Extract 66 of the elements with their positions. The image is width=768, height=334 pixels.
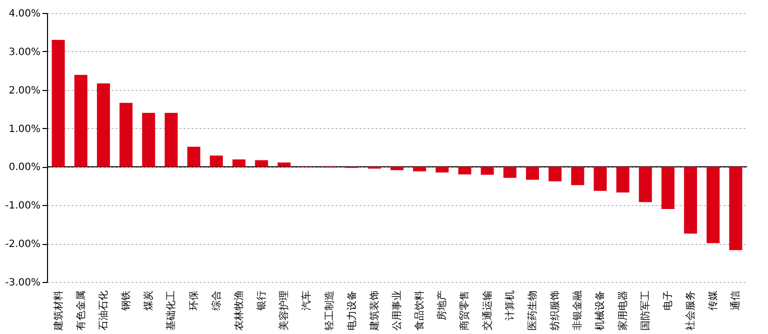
bar (706, 166, 720, 244)
y-tick-label: 0.00% (8, 162, 40, 174)
bar (278, 162, 291, 167)
bar (187, 146, 200, 167)
x-tick-label: 电力设备 (346, 290, 358, 330)
x-tick-label: 公用事业 (391, 290, 403, 330)
x-tick-label: 机械设备 (594, 290, 606, 330)
bar (571, 166, 584, 186)
x-tick-label: 传媒 (708, 290, 720, 310)
bar (232, 159, 246, 167)
x-tick-label: 钢铁 (120, 290, 132, 312)
bar (52, 40, 65, 167)
x-tick-label: 银行 (256, 290, 268, 312)
bar (661, 166, 674, 209)
bar (548, 166, 562, 182)
x-tick-label: 纺织服饰 (549, 290, 562, 330)
x-tick-label: 综合 (210, 290, 222, 310)
x-tick-label: 农林牧渔 (232, 290, 245, 330)
x-tick-label: 建筑装饰 (368, 290, 380, 332)
x-tick-label: 有色金属 (74, 290, 87, 330)
x-tick-label: 医药生物 (526, 290, 538, 330)
bar (390, 166, 404, 170)
bar (436, 166, 449, 172)
x-tick-label: 通信 (730, 290, 742, 310)
x-tick-label: 轻工制造 (323, 290, 336, 330)
bar (164, 112, 178, 167)
bar (458, 166, 472, 174)
y-tick-label: 3.00% (8, 46, 40, 58)
x-tick-label: 基础化工 (165, 290, 178, 330)
x-tick-label: 商贸零售 (458, 290, 471, 330)
x-tick-label: 美容护理 (278, 290, 290, 330)
bar (684, 166, 698, 234)
bar (413, 166, 426, 172)
x-tick-label: 计算机 (504, 290, 516, 320)
bar (120, 102, 133, 167)
bar (729, 166, 742, 250)
y-tick-label: 2.00% (8, 85, 40, 96)
x-tick-label: 汽车 (300, 290, 313, 310)
bar (526, 166, 539, 180)
bar (594, 166, 607, 191)
y-tick-label: 1.00% (8, 124, 40, 135)
x-tick-label: 煤炭 (142, 290, 155, 310)
y-tick-label: 4.00% (8, 8, 40, 20)
x-tick-label: 石油石化 (97, 290, 110, 330)
y-tick-label: -1.00% (5, 200, 40, 212)
bar (96, 83, 110, 167)
x-tick-label: 环保 (188, 290, 200, 310)
bar (616, 166, 630, 192)
x-tick-label: 家用电器 (616, 290, 629, 330)
x-tick-label: 建筑材料 (52, 290, 64, 332)
y-tick-label: -3.00% (5, 278, 40, 288)
bar (74, 74, 88, 167)
bar (255, 160, 268, 167)
x-tick-label: 交通运输 (481, 290, 494, 330)
y-tick-label: -2.00% (5, 239, 40, 250)
x-tick-label: 社会服务 (684, 290, 697, 330)
x-tick-label: 房地产 (436, 290, 448, 320)
bar (210, 156, 223, 167)
bar (638, 166, 652, 202)
bar (503, 166, 516, 178)
x-tick-label: 食品饮料 (414, 290, 426, 330)
x-tick-label: 国防军工 (639, 290, 652, 330)
bar (142, 112, 156, 167)
x-tick-label: 电子 (662, 290, 674, 310)
x-tick-label: 非银金融 (572, 290, 584, 330)
bar (480, 166, 494, 175)
